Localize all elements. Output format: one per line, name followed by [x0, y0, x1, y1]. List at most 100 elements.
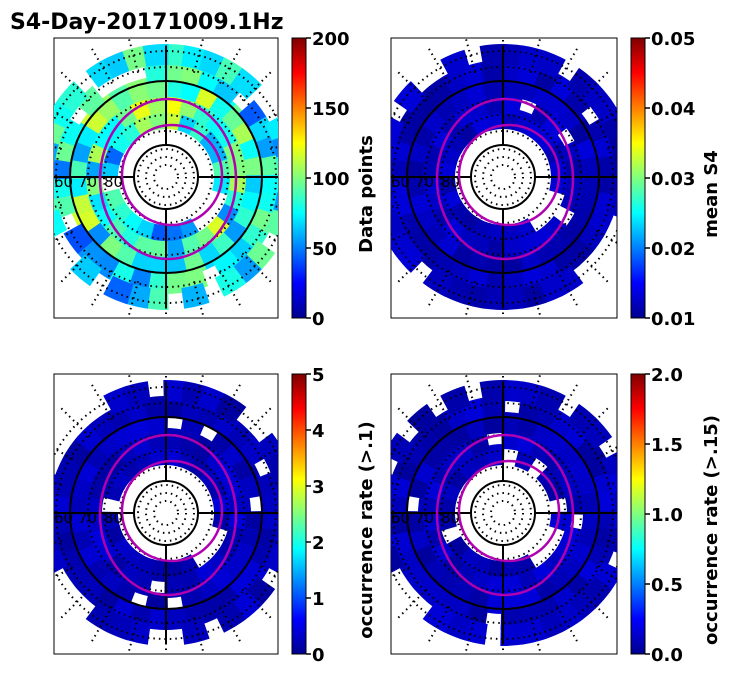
grid-circle-dotted — [137, 148, 195, 206]
colorbar: 0 1 2 3 4 5 occurrence rate (>.1) — [291, 365, 377, 666]
latitude-label: 80 — [104, 509, 123, 527]
auroral-oval-outer — [435, 433, 575, 597]
colorbar-label: Data points — [356, 135, 377, 253]
colorbar-tick-label: 0.05 — [651, 29, 695, 50]
data-cell — [608, 192, 617, 217]
grid-spoke — [241, 588, 273, 620]
grid-spoke — [427, 606, 450, 644]
auroral-oval-outer — [98, 433, 238, 597]
grid-spoke — [259, 447, 278, 460]
data-cell — [98, 109, 128, 139]
grid-spoke — [556, 270, 579, 308]
data-cell — [271, 138, 278, 162]
colorbar-tick-label: 2.0 — [651, 365, 683, 386]
grid-circle-dotted — [482, 492, 524, 534]
data-cell — [613, 510, 617, 534]
grid-spoke — [59, 588, 91, 620]
grid-spoke — [192, 281, 205, 318]
data-cell — [407, 403, 439, 436]
plot-area — [391, 38, 617, 318]
grid-spoke — [270, 539, 278, 545]
auroral-oval-outer — [98, 97, 238, 261]
auroral-oval-inner — [120, 123, 224, 227]
data-cell — [103, 275, 134, 305]
data-cell — [391, 209, 405, 237]
grid-spoke — [607, 481, 617, 487]
colorbar-tick-label: 5 — [312, 365, 325, 386]
data-cell — [56, 81, 89, 113]
colorbar-tick-label: 200 — [312, 29, 350, 50]
data-cell — [608, 137, 617, 162]
grid-spoke — [391, 481, 399, 487]
colorbar: 0.01 0.02 0.03 0.04 0.05 mean S4 — [630, 29, 722, 330]
auroral-oval-outer — [435, 97, 575, 261]
data-cell — [613, 492, 617, 516]
latitude-label: 60 — [391, 509, 410, 527]
grid-spoke — [556, 606, 579, 644]
colorbar-label: occurrence rate (>.1) — [356, 421, 377, 638]
grid-spoke — [578, 588, 610, 620]
latitude-label: 70 — [415, 509, 434, 527]
auroral-oval-inner — [457, 123, 561, 227]
grid-spoke — [192, 374, 205, 409]
data-cell — [601, 452, 617, 481]
data-cell — [391, 492, 393, 516]
grid-spoke — [464, 374, 477, 409]
data-cell — [98, 551, 128, 581]
panel-bottom-right: 60 70 80 0.0 0.5 1.0 1.5 2.0 occurrence rate (>.… — [390, 365, 722, 666]
grid-spoke — [578, 70, 610, 102]
figure-title: S4-Day-20171009.1Hz — [10, 10, 284, 35]
colorbar-tick-label: 2 — [312, 533, 325, 554]
data-cell — [541, 445, 571, 475]
grid-spoke — [396, 70, 428, 102]
grid-spoke — [391, 566, 410, 579]
grid-spoke — [427, 46, 450, 84]
data-cell — [597, 154, 617, 180]
data-cell — [597, 490, 617, 516]
colorbar-tick-label: 0.01 — [651, 309, 695, 330]
data-cell — [230, 67, 262, 100]
latitude-label: 60 — [391, 173, 410, 191]
grid-spoke — [54, 145, 62, 151]
data-cell — [98, 215, 128, 245]
data-cells — [391, 43, 617, 310]
grid-spoke — [54, 230, 73, 243]
grid-spoke — [90, 46, 113, 84]
grid-spoke — [59, 70, 91, 102]
colorbar: 0.0 0.5 1.0 1.5 2.0 occurrence rate (>.15) — [630, 365, 722, 666]
grid-spoke — [127, 617, 140, 654]
polar-grid — [391, 374, 617, 654]
auroral-oval-inner — [457, 459, 561, 563]
data-cell — [181, 282, 210, 309]
data-cell — [214, 393, 247, 424]
colorbar-tick-label: 100 — [312, 169, 350, 190]
data-cell — [54, 174, 72, 200]
grid-spoke — [241, 70, 273, 102]
grid-spoke — [259, 566, 278, 579]
colorbar-tick-label: 3 — [312, 477, 325, 498]
grid-circle-dotted — [482, 156, 524, 198]
data-cell — [54, 510, 72, 536]
data-cell — [70, 254, 102, 287]
colorbar-tick-label: 0.04 — [651, 99, 695, 120]
grid-spoke — [127, 38, 140, 73]
data-cell — [391, 474, 398, 498]
data-cell — [435, 445, 465, 475]
latitude-label: 70 — [78, 509, 97, 527]
grid-spoke — [127, 281, 140, 318]
grid-circle-dotted — [490, 164, 516, 190]
grid-circle-dotted — [145, 156, 187, 198]
colorbar-label: mean S4 — [701, 150, 722, 238]
data-cells — [54, 380, 278, 645]
colorbar-tick-label: 0.03 — [651, 169, 695, 190]
data-cell — [264, 545, 278, 573]
latitude-label: 80 — [441, 509, 460, 527]
grid-spoke — [391, 203, 399, 209]
data-cell — [54, 96, 77, 129]
data-cell — [422, 266, 455, 297]
colorbar-tick-label: 4 — [312, 421, 325, 442]
data-cell — [391, 156, 393, 180]
grid-spoke — [391, 447, 410, 460]
data-cell — [260, 154, 278, 180]
grid-spoke — [596, 446, 617, 460]
